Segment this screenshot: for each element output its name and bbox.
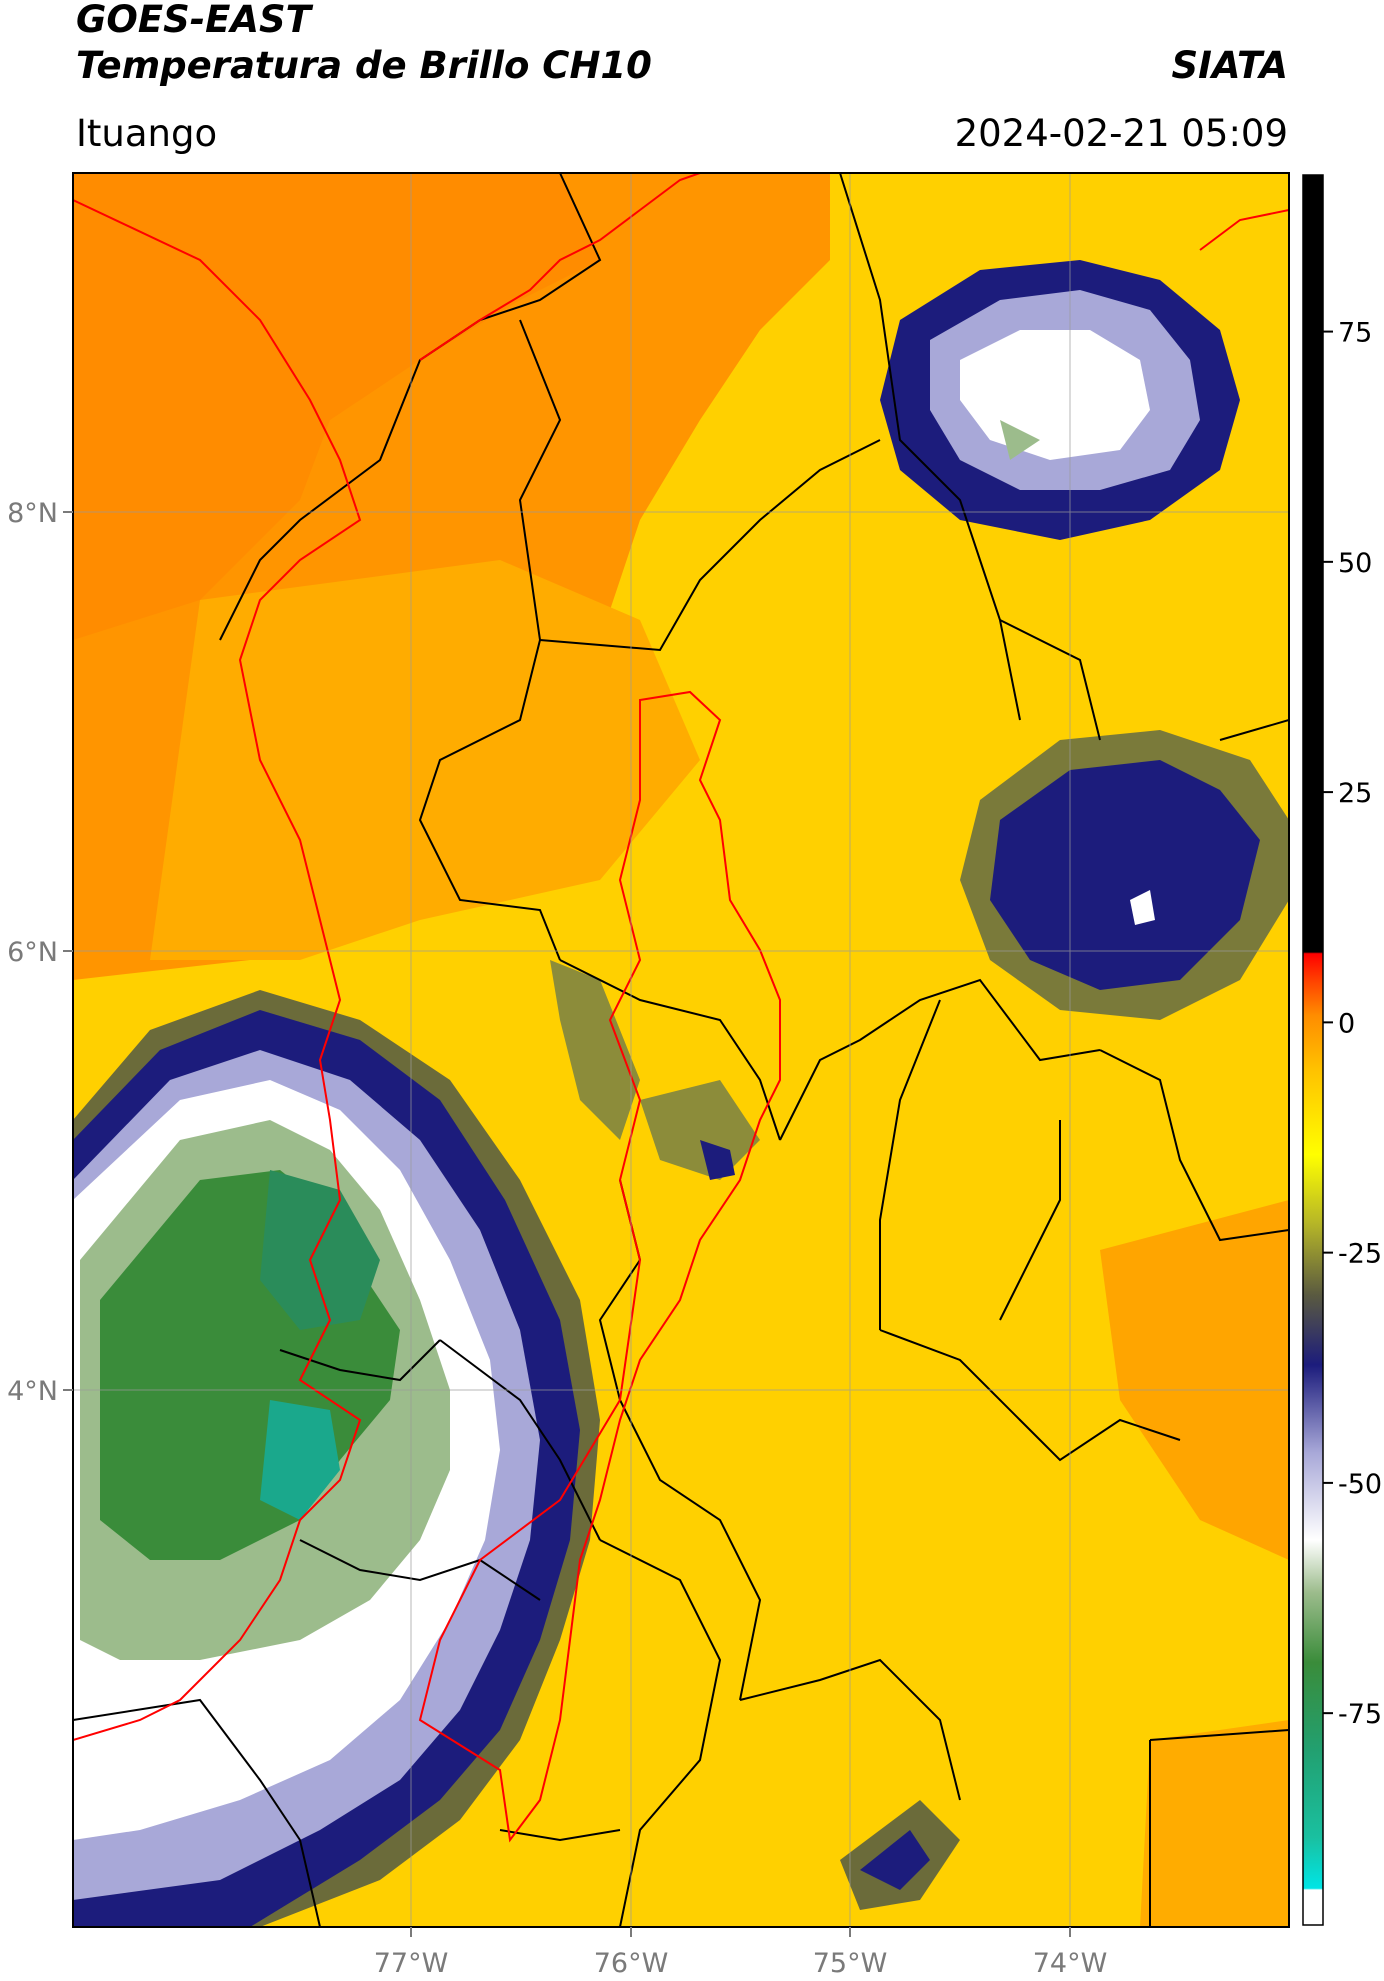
- location-label: Ituango: [76, 112, 218, 155]
- lat-label-6n: 6°N: [7, 937, 58, 968]
- satellite-title: GOES-EAST: [76, 0, 311, 41]
- colorbar-tick-label: -75: [1338, 1699, 1382, 1730]
- lon-label-76w: 76°W: [594, 1948, 669, 1979]
- datetime-label: 2024-02-21 05:09: [954, 112, 1288, 155]
- colorbar-tick-label: -50: [1338, 1469, 1382, 1500]
- lon-label-75w: 75°W: [813, 1948, 888, 1979]
- colorbar-scale: [1302, 174, 1324, 1926]
- brightness-temperature-field: [73, 173, 1289, 1927]
- colorbar-tick-label: -25: [1338, 1239, 1382, 1270]
- lon-label-77w: 77°W: [374, 1948, 449, 1979]
- colorbar-tick-label: 50: [1338, 548, 1372, 579]
- lat-label-4n: 4°N: [7, 1376, 58, 1407]
- organization-label: SIATA: [1171, 44, 1288, 87]
- map-gridlines: [73, 173, 1289, 1927]
- colorbar-tick-label: 75: [1338, 318, 1372, 349]
- map-frame: [72, 172, 1290, 1928]
- watershed-outline: [418, 690, 781, 1843]
- colorbar: 75 50 25 0 -25 -50 -75: [1302, 174, 1382, 1926]
- product-title: Temperatura de Brillo CH10: [76, 44, 652, 87]
- department-borders: [73, 173, 1289, 1927]
- colorbar-tick-label: 25: [1338, 778, 1372, 809]
- colorbar-tick-label: 0: [1338, 1008, 1355, 1039]
- lon-label-74w: 74°W: [1033, 1948, 1108, 1979]
- coastline: [73, 173, 1289, 1741]
- lat-label-8n: 8°N: [7, 498, 58, 529]
